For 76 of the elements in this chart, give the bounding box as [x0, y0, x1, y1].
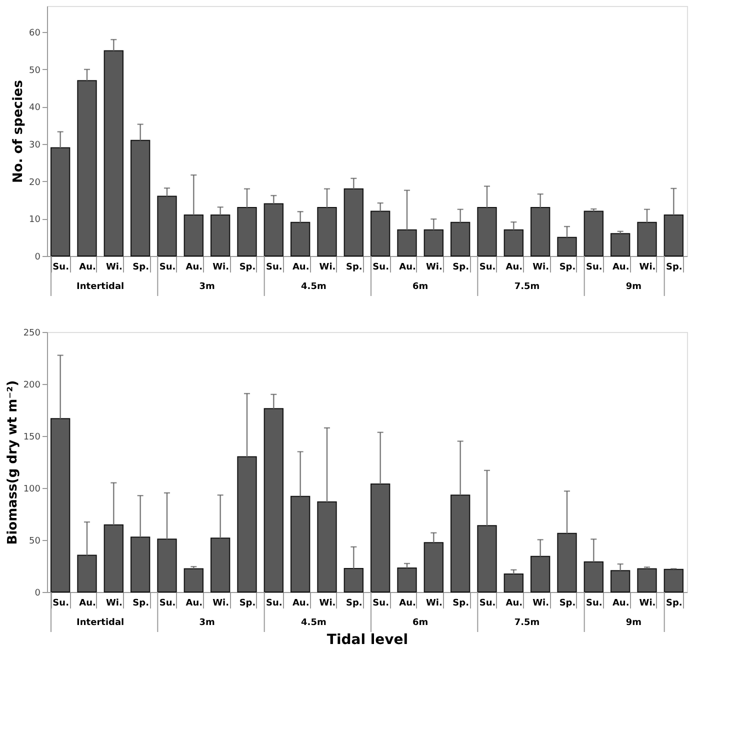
x-tick-label: Sp.: [559, 598, 576, 608]
x-tick-label: Su.: [159, 262, 176, 272]
y-tick-label: 200: [23, 380, 41, 390]
x-tick-label: Sp.: [132, 262, 150, 272]
x-tick-label: Su.: [266, 598, 282, 608]
x-tick-label: Wi.: [532, 262, 550, 272]
x-tick-label: Au.: [79, 598, 96, 608]
y-axis-title: No. of species: [11, 80, 26, 183]
text: 3m: [199, 618, 215, 628]
x-tick-label: Su.: [159, 598, 176, 608]
x-tick-label: Su.: [586, 598, 602, 608]
y-tick-label: 250: [23, 328, 41, 338]
y-tick-label: 20: [29, 178, 41, 188]
x-tick-label: Wi.: [639, 262, 656, 272]
y-tick-label: 50: [29, 536, 41, 546]
y-tick-label: 40: [29, 103, 41, 114]
x-tick-label: Wi.: [319, 598, 336, 608]
x-tick-label: Au.: [186, 598, 203, 608]
x-tick-label: Wi.: [426, 262, 442, 272]
x-tick-label: Su.: [586, 262, 602, 272]
y-tick-label: 0: [34, 252, 41, 262]
y-axis-title: Biomass(g dry wt m⁻²): [5, 380, 20, 545]
x-tick-label: Au.: [186, 262, 203, 272]
x-tick-label: Wi.: [532, 598, 550, 608]
x-tick-label: Su.: [266, 262, 282, 272]
x-tick-label: Wi.: [319, 262, 336, 272]
x-tick-label: Au.: [612, 598, 630, 608]
x-tick-label: Sp.: [559, 262, 576, 272]
text: 4.5m: [301, 618, 326, 628]
text: 9m: [626, 618, 642, 628]
x-tick-label: Su.: [372, 262, 389, 272]
x-tick-label: Au.: [399, 262, 416, 272]
x-tick-label: Su.: [52, 262, 69, 272]
x-tick-label: Sp.: [132, 598, 150, 608]
y-tick-label: 30: [29, 140, 41, 151]
text: 4.5m: [301, 282, 326, 292]
x-tick-label: Sp.: [666, 598, 682, 608]
x-tick-label: Sp.: [239, 598, 256, 608]
x-tick-label: Su.: [372, 598, 389, 608]
x-axis-title: Tidal level: [326, 632, 408, 648]
x-tick-label: Wi.: [106, 598, 122, 608]
text: Intertidal: [76, 618, 124, 628]
y-tick-label: 60: [29, 28, 41, 39]
x-tick-label: Sp.: [346, 262, 362, 272]
y-tick-label: 10: [29, 215, 41, 226]
x-tick-label: Sp.: [452, 262, 470, 272]
x-tick-label: Au.: [79, 262, 96, 272]
x-tick-label: Su.: [52, 598, 69, 608]
text: 9m: [626, 282, 642, 292]
text: 3m: [199, 282, 215, 292]
x-tick-label: Au.: [399, 598, 416, 608]
text: 6m: [412, 618, 428, 628]
x-tick-label: Sp.: [666, 262, 682, 272]
x-tick-label: Wi.: [639, 598, 656, 608]
y-tick-label: 100: [23, 484, 41, 494]
x-tick-label: Au.: [506, 262, 523, 272]
x-tick-label: Wi.: [106, 262, 122, 272]
x-tick-label: Wi.: [212, 598, 230, 608]
text: 7.5m: [514, 618, 540, 628]
x-tick-label: Su.: [479, 598, 496, 608]
x-tick-label: Wi.: [426, 598, 442, 608]
text: Intertidal: [76, 282, 124, 292]
x-tick-label: Su.: [479, 262, 496, 272]
x-tick-label: Au.: [612, 262, 630, 272]
text: 7.5m: [514, 282, 540, 292]
x-tick-label: Sp.: [452, 598, 470, 608]
text: 6m: [412, 282, 428, 292]
x-tick-label: Au.: [292, 598, 310, 608]
x-tick-label: Sp.: [346, 598, 362, 608]
x-tick-label: Wi.: [212, 262, 230, 272]
y-tick-label: 50: [29, 66, 41, 76]
x-tick-label: Sp.: [239, 262, 256, 272]
y-tick-label: 150: [23, 432, 41, 442]
x-tick-label: Au.: [292, 262, 310, 272]
y-tick-label: 0: [34, 588, 41, 598]
x-tick-label: Au.: [506, 598, 523, 608]
